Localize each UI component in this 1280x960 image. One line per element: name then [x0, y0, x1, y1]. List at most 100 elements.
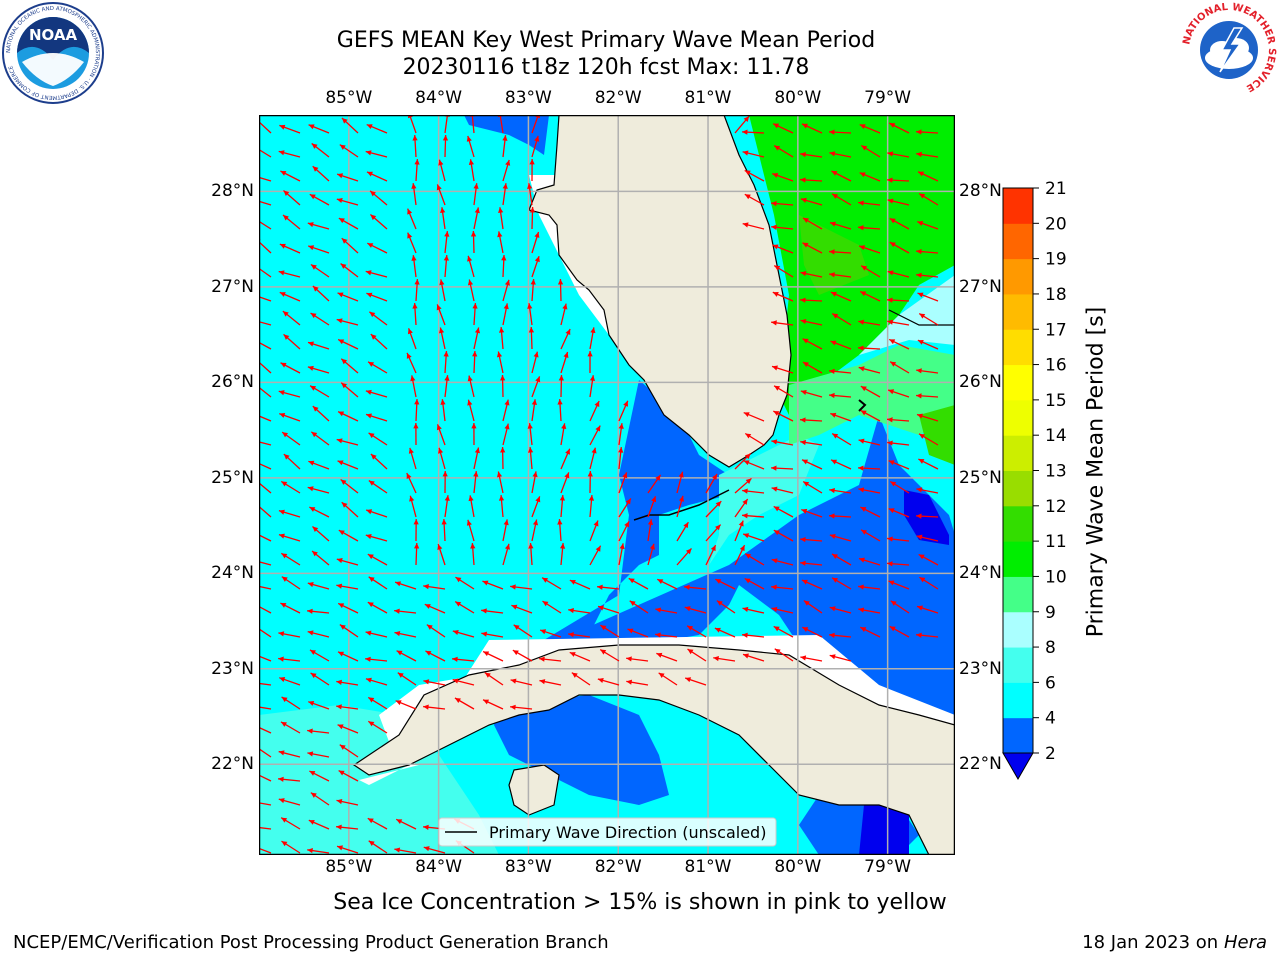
wave-arrow-287 [858, 487, 881, 494]
wave-arrow-64 [800, 197, 823, 206]
wave-arrow-98 [829, 249, 852, 255]
wave-arrow-200 [800, 389, 823, 398]
wave-arrow-138 [336, 318, 359, 326]
wave-arrow-10 [734, 115, 750, 134]
wave-arrow-510 [368, 840, 388, 854]
wave-arrow-279 [647, 474, 662, 494]
wave-arrow-269 [340, 478, 359, 494]
wave-arrow-283 [742, 488, 765, 494]
wave-arrow-434 [259, 655, 272, 662]
wave-arrow-396 [542, 600, 562, 614]
wave-arrow-230 [413, 422, 419, 446]
wave-arrow-445 [569, 651, 591, 662]
wave-arrow-162 [560, 328, 571, 350]
lon-tick-bottom-1: 84°W [415, 857, 463, 877]
wave-arrow-351 [647, 543, 655, 566]
wave-arrow-397 [568, 607, 591, 614]
wave-arrow-473 [308, 701, 330, 710]
lat-tick-right-2: 26°N [959, 372, 1002, 393]
wave-arrow-265 [918, 458, 939, 470]
wave-arrow-413 [339, 624, 359, 638]
colorbar-tick-label-14: 14 [1045, 426, 1067, 446]
wave-arrow-67 [887, 198, 910, 206]
wave-arrow-458 [336, 679, 359, 686]
wave-arrow-123 [414, 279, 420, 302]
wave-arrow-349 [589, 545, 602, 566]
wave-arrow-303 [647, 496, 657, 518]
wave-arrow-421 [568, 632, 591, 638]
wave-arrow-407 [858, 607, 881, 614]
cuba-land [352, 644, 955, 855]
colorbar-tick-label-4: 4 [1045, 709, 1056, 729]
wave-arrow-141 [436, 304, 446, 326]
wave-arrow-409 [916, 605, 939, 614]
wave-arrow-84 [889, 217, 910, 230]
wave-arrow-73 [369, 214, 388, 230]
wave-arrow-27 [531, 135, 540, 158]
wave-arrow-468 [626, 679, 649, 686]
lat-tick-right-0: 28°N [959, 181, 1002, 202]
wave-arrow-128 [557, 278, 564, 302]
wave-arrow-176 [472, 350, 478, 374]
wave-arrow-262 [830, 459, 852, 470]
wave-arrow-52 [259, 200, 272, 206]
lat-tick-right-1: 27°N [959, 276, 1002, 297]
wave-arrow-36 [280, 170, 301, 182]
wave-arrow-259 [743, 460, 765, 470]
wave-arrow-422 [600, 624, 620, 638]
wave-arrow-12 [772, 123, 794, 134]
wave-arrow-323 [531, 519, 539, 542]
colorbar-tick-label-13: 13 [1045, 462, 1067, 482]
wave-arrow-306 [734, 498, 749, 518]
wave-arrow-17 [915, 129, 939, 135]
wave-arrow-53 [283, 189, 301, 206]
wave-arrow-24 [442, 134, 449, 158]
colorbar-tick-label-9: 9 [1045, 603, 1056, 623]
wave-arrow-149 [858, 319, 881, 326]
wave-arrow-3 [341, 117, 359, 134]
map-gridlines [259, 115, 955, 855]
wave-arrow-464 [510, 678, 533, 686]
wave-arrow-281 [705, 473, 718, 494]
wave-arrow-447 [626, 656, 649, 662]
colorbar-band-20 [1003, 188, 1033, 224]
wave-arrow-427 [742, 632, 765, 638]
wave-arrow-33 [887, 151, 910, 158]
wave-arrow-222 [860, 409, 881, 422]
wave-arrow-115 [860, 265, 881, 278]
wave-arrow-69 [259, 220, 272, 230]
wave-arrow-368 [423, 584, 446, 590]
lat-tick-left-3: 25°N [211, 467, 254, 488]
wave-arrow-267 [280, 480, 301, 494]
wave-arrow-276 [560, 472, 570, 494]
wave-arrow-277 [587, 470, 593, 494]
wave-arrow-246 [283, 453, 301, 470]
wave-arrow-278 [618, 472, 628, 494]
wave-arrow-433 [916, 632, 939, 638]
lat-tick-left-5: 23°N [211, 658, 254, 679]
wave-arrow-261 [801, 459, 823, 470]
wave-arrow-217 [618, 400, 629, 422]
wave-arrow-338 [259, 561, 272, 566]
wave-arrow-116 [887, 270, 910, 278]
wave-arrow-264 [888, 460, 910, 470]
wave-arrow-30 [800, 152, 823, 158]
colorbar-tick-label-19: 19 [1045, 250, 1067, 270]
wave-arrow-88 [307, 245, 330, 254]
lon-tick-bottom-0: 85°W [325, 857, 373, 877]
nws-logo-icon: NATIONAL WEATHER SERVICE [1181, 2, 1277, 98]
wave-arrow-369 [455, 576, 475, 590]
wave-arrow-456 [279, 677, 301, 686]
wave-arrow-416 [426, 624, 446, 638]
wave-arrow-161 [528, 326, 535, 350]
wave-arrow-255 [560, 448, 571, 470]
colorbar-tick-label-8: 8 [1045, 638, 1056, 658]
wave-arrow-391 [394, 608, 417, 614]
wave-arrow-13 [801, 123, 823, 134]
wave-arrow-108 [443, 255, 449, 278]
wave-arrow-194 [467, 375, 475, 398]
wave-arrow-463 [484, 672, 504, 686]
wave-arrow-308 [773, 505, 794, 518]
wave-arrow-163 [589, 327, 596, 350]
lon-tick-top-6: 79°W [864, 88, 912, 108]
